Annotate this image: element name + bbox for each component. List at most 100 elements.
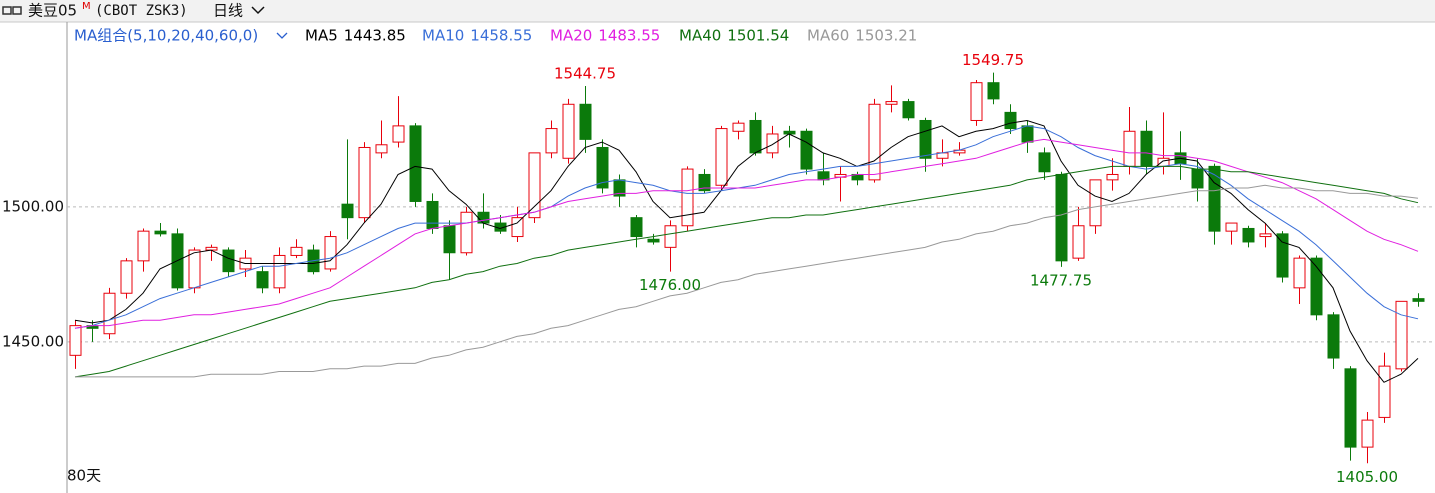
candle-body <box>902 101 915 119</box>
candle-body <box>630 217 643 238</box>
candle-body <box>1310 257 1323 316</box>
candle-body <box>137 230 150 262</box>
candle-body <box>392 125 405 143</box>
candle-body <box>732 122 745 132</box>
legend-value: 1503.21 <box>855 27 917 45</box>
candle-body <box>528 152 541 219</box>
legend-value: 1483.55 <box>598 27 660 45</box>
candle-body <box>562 103 575 159</box>
legend-name: MA20 <box>550 27 592 45</box>
header-bar <box>0 0 1435 22</box>
candle-body <box>324 236 337 270</box>
low-label: 1477.75 <box>1030 271 1092 289</box>
candle-body <box>987 82 1000 100</box>
candle-body <box>698 173 711 192</box>
legend-name: MA10 <box>422 27 464 45</box>
candle-body <box>664 225 677 248</box>
ma-line <box>75 184 1419 378</box>
candle-body <box>358 146 371 219</box>
candle-body <box>1293 257 1306 289</box>
legend-value: 1458.55 <box>470 27 532 45</box>
candle-body <box>800 130 813 170</box>
legend-name: MA5 <box>305 27 338 45</box>
span-label: 80天 <box>67 467 101 485</box>
candle-body <box>1157 157 1170 167</box>
candle-body <box>1327 314 1340 359</box>
candle-body <box>1140 130 1153 167</box>
y-tick-label: 1500.00 <box>2 197 64 215</box>
candle-body <box>273 254 286 289</box>
instrument-code: (CBOT ZSK3) <box>95 3 188 19</box>
candle-body <box>1395 300 1408 370</box>
candle-body <box>783 130 796 135</box>
candle-body <box>1412 298 1425 302</box>
candle-body <box>409 125 422 202</box>
menu-icon[interactable] <box>2 6 22 15</box>
candle-body <box>426 200 439 229</box>
candle-body <box>1038 152 1051 173</box>
low-label: 1405.00 <box>1336 468 1398 486</box>
candle-body <box>579 103 592 140</box>
candle-body <box>1055 173 1068 262</box>
candle-body <box>1021 125 1034 143</box>
instrument-name: 美豆05 <box>28 2 77 20</box>
candle-body <box>511 217 524 238</box>
legend-value: 1501.54 <box>727 27 789 45</box>
candle-body <box>341 203 354 219</box>
ma-line <box>74 125 1419 329</box>
candle-body <box>103 292 116 335</box>
candle-body <box>290 246 303 256</box>
candle-body <box>545 128 558 154</box>
period-chevron[interactable] <box>251 6 265 15</box>
legend-name: MA40 <box>679 27 721 45</box>
title-superscript: M <box>82 1 91 12</box>
candle-body <box>1004 111 1017 130</box>
candle-body <box>443 225 456 254</box>
high-label: 1549.75 <box>962 51 1024 69</box>
high-label: 1544.75 <box>554 65 616 83</box>
candle-body <box>1123 130 1136 167</box>
ma-line <box>74 119 1419 383</box>
candle-body <box>868 103 881 181</box>
candle-body <box>647 238 660 243</box>
candle-body <box>256 271 269 289</box>
candle-body <box>188 249 201 289</box>
ma-line <box>74 165 1419 378</box>
candle-body <box>749 119 762 154</box>
candle-body <box>681 168 694 227</box>
candle-body <box>1361 419 1374 448</box>
period-selector[interactable]: 日线 <box>213 2 243 20</box>
candle-body <box>970 82 983 121</box>
candle-body <box>460 211 473 254</box>
candle-body <box>1191 168 1204 189</box>
legend-value: 1443.85 <box>344 27 406 45</box>
candle-body <box>154 230 167 235</box>
candle-body <box>375 144 388 154</box>
legend-name: MA60 <box>807 27 849 45</box>
candle-body <box>1242 227 1255 243</box>
candle-body <box>222 249 235 273</box>
candle-body <box>1344 368 1357 448</box>
candle-body <box>120 260 133 294</box>
low-label: 1476.00 <box>639 276 701 294</box>
candle-body <box>1225 222 1238 232</box>
candle-body <box>1378 365 1391 418</box>
candle-body <box>1106 173 1119 181</box>
candle-body <box>1208 165 1221 232</box>
ma-line <box>74 138 1419 329</box>
candle-body <box>766 133 779 154</box>
candle-body <box>205 246 218 251</box>
y-tick-label: 1450.00 <box>2 332 64 350</box>
candle-body <box>885 101 898 105</box>
candle-body <box>596 146 609 189</box>
candle-body <box>1072 225 1085 259</box>
candle-body <box>1259 233 1272 238</box>
candle-body <box>715 128 728 186</box>
candle-body <box>919 119 932 159</box>
candle-body <box>1276 233 1289 278</box>
ma-chevron[interactable] <box>276 32 288 39</box>
candle-body <box>69 325 82 356</box>
ma-selector[interactable]: MA组合(5,10,20,40,60,0) <box>74 27 258 45</box>
candle-body <box>1089 179 1102 227</box>
